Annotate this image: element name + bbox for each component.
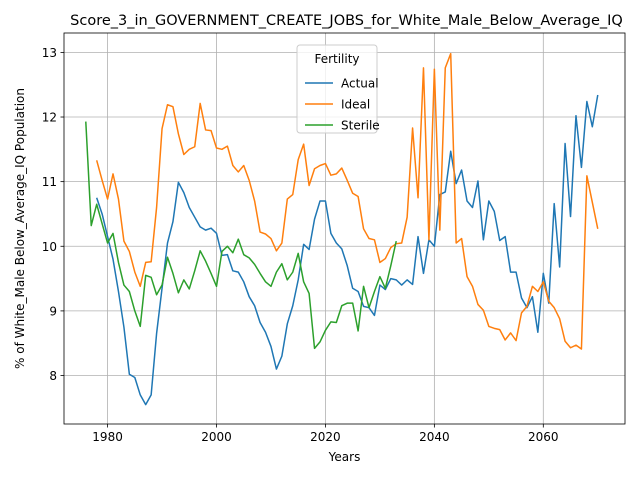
y-tick-label: 9 bbox=[49, 304, 57, 318]
legend-label-sterile: Sterile bbox=[341, 119, 380, 133]
legend-box bbox=[296, 44, 378, 134]
x-tick-label: 2020 bbox=[310, 430, 341, 444]
plot-frame bbox=[63, 32, 626, 425]
x-tick-label: 2000 bbox=[201, 430, 232, 444]
x-tick-label: 1980 bbox=[92, 430, 123, 444]
x-tick-label: 2060 bbox=[528, 430, 559, 444]
x-tick-label: 2040 bbox=[419, 430, 450, 444]
ticks: 1980 2000 2020 2040 2060 8 9 10 11 12 13 bbox=[42, 46, 559, 444]
legend-label-ideal: Ideal bbox=[341, 98, 370, 112]
y-tick-label: 13 bbox=[42, 46, 57, 60]
y-axis-label: % of White_Male Below_Average_IQ Populat… bbox=[13, 88, 27, 369]
series-line-ideal bbox=[95, 52, 599, 350]
series-line-sterile bbox=[85, 121, 397, 350]
x-axis-label: Years bbox=[328, 450, 361, 464]
legend: Fertility Actual Ideal Sterile bbox=[296, 44, 380, 134]
legend-label-actual: Actual bbox=[341, 77, 379, 91]
y-tick-label: 8 bbox=[49, 369, 57, 383]
legend-title: Fertility bbox=[314, 52, 359, 66]
chart-title: Score_3_in_GOVERNMENT_CREATE_JOBS_for_Wh… bbox=[70, 13, 623, 29]
series-group bbox=[85, 52, 599, 406]
y-tick-label: 11 bbox=[42, 175, 57, 189]
series-line-actual bbox=[95, 94, 599, 406]
y-tick-label: 12 bbox=[42, 111, 57, 125]
y-tick-label: 10 bbox=[42, 240, 57, 254]
